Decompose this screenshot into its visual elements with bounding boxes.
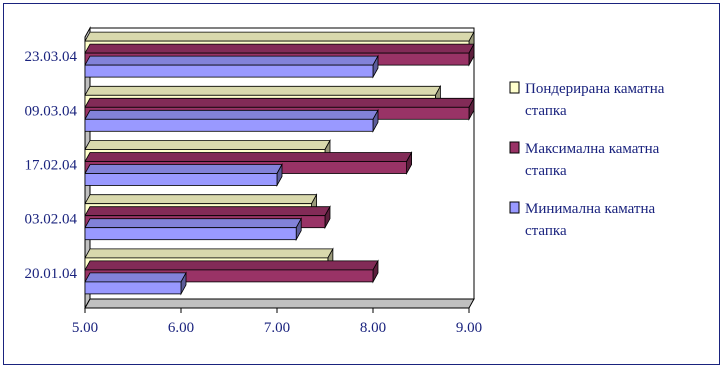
legend-label-continued: стапка [525, 223, 567, 239]
y-tick-label: 20.01.04 [25, 266, 78, 282]
bar-top-face [84, 272, 187, 283]
legend-swatch [509, 201, 520, 214]
bar-top-face [84, 248, 334, 259]
bar [84, 64, 374, 78]
y-tick-label: 03.02.04 [25, 212, 78, 228]
bar [84, 118, 374, 132]
bar [84, 227, 297, 241]
legend-label: Максимална каматна [525, 141, 660, 157]
bar [84, 281, 182, 295]
bar-top-face [84, 206, 331, 217]
y-tick-label: 09.03.04 [25, 103, 78, 119]
bar-top-face [84, 164, 283, 174]
legend-label: Минимална каматна [525, 201, 655, 217]
floor [84, 298, 475, 309]
bar-top-face [84, 85, 442, 96]
bar-top-face [84, 31, 475, 42]
x-tick-label: 8.00 [360, 320, 386, 336]
bar-top-face [84, 194, 318, 205]
bar-top-face [84, 55, 379, 66]
x-tick-label: 7.00 [264, 320, 290, 336]
bar-top-face [84, 260, 379, 271]
bar-top-face [84, 140, 331, 150]
legend-label: Пондерирана каматна [525, 81, 665, 97]
legend-label-continued: стапка [525, 163, 567, 179]
bar-top-face [84, 218, 302, 229]
y-tick-label: 17.02.04 [25, 158, 78, 174]
bar-top-face [84, 109, 379, 120]
x-tick-label: 5.00 [72, 320, 98, 336]
bar-top-face [84, 43, 475, 54]
bar [84, 173, 278, 186]
y-tick-label: 23.03.04 [25, 49, 78, 65]
bar-top-face [84, 152, 413, 162]
x-tick-label: 9.00 [456, 320, 482, 336]
bar-top-face [84, 97, 475, 108]
legend-label-continued: стапка [525, 103, 567, 119]
legend-swatch [509, 81, 520, 94]
legend-swatch [509, 141, 520, 154]
x-tick-label: 6.00 [168, 320, 194, 336]
